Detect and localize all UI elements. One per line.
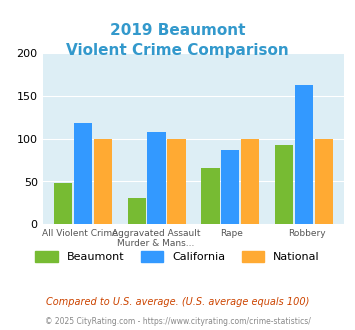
Text: All Violent Crime: All Violent Crime [43, 229, 118, 238]
Bar [167, 139, 186, 224]
Bar [275, 145, 293, 224]
Bar [241, 139, 260, 224]
Text: Murder & Mans...: Murder & Mans... [117, 239, 195, 248]
Bar [127, 198, 146, 224]
Bar [221, 150, 240, 224]
Text: Aggravated Assault: Aggravated Assault [111, 229, 200, 238]
Text: 2019 Beaumont: 2019 Beaumont [110, 23, 245, 38]
Bar [147, 132, 166, 224]
Bar [94, 139, 112, 224]
Text: © 2025 CityRating.com - https://www.cityrating.com/crime-statistics/: © 2025 CityRating.com - https://www.city… [45, 317, 310, 326]
Bar [295, 85, 313, 224]
Text: Rape: Rape [220, 229, 242, 238]
Bar [315, 139, 333, 224]
Bar [74, 123, 92, 224]
Legend: Beaumont, California, National: Beaumont, California, National [31, 247, 324, 267]
Text: Violent Crime Comparison: Violent Crime Comparison [66, 43, 289, 58]
Bar [201, 168, 220, 224]
Text: Robbery: Robbery [288, 229, 326, 238]
Text: Compared to U.S. average. (U.S. average equals 100): Compared to U.S. average. (U.S. average … [46, 297, 309, 307]
Bar [54, 183, 72, 224]
